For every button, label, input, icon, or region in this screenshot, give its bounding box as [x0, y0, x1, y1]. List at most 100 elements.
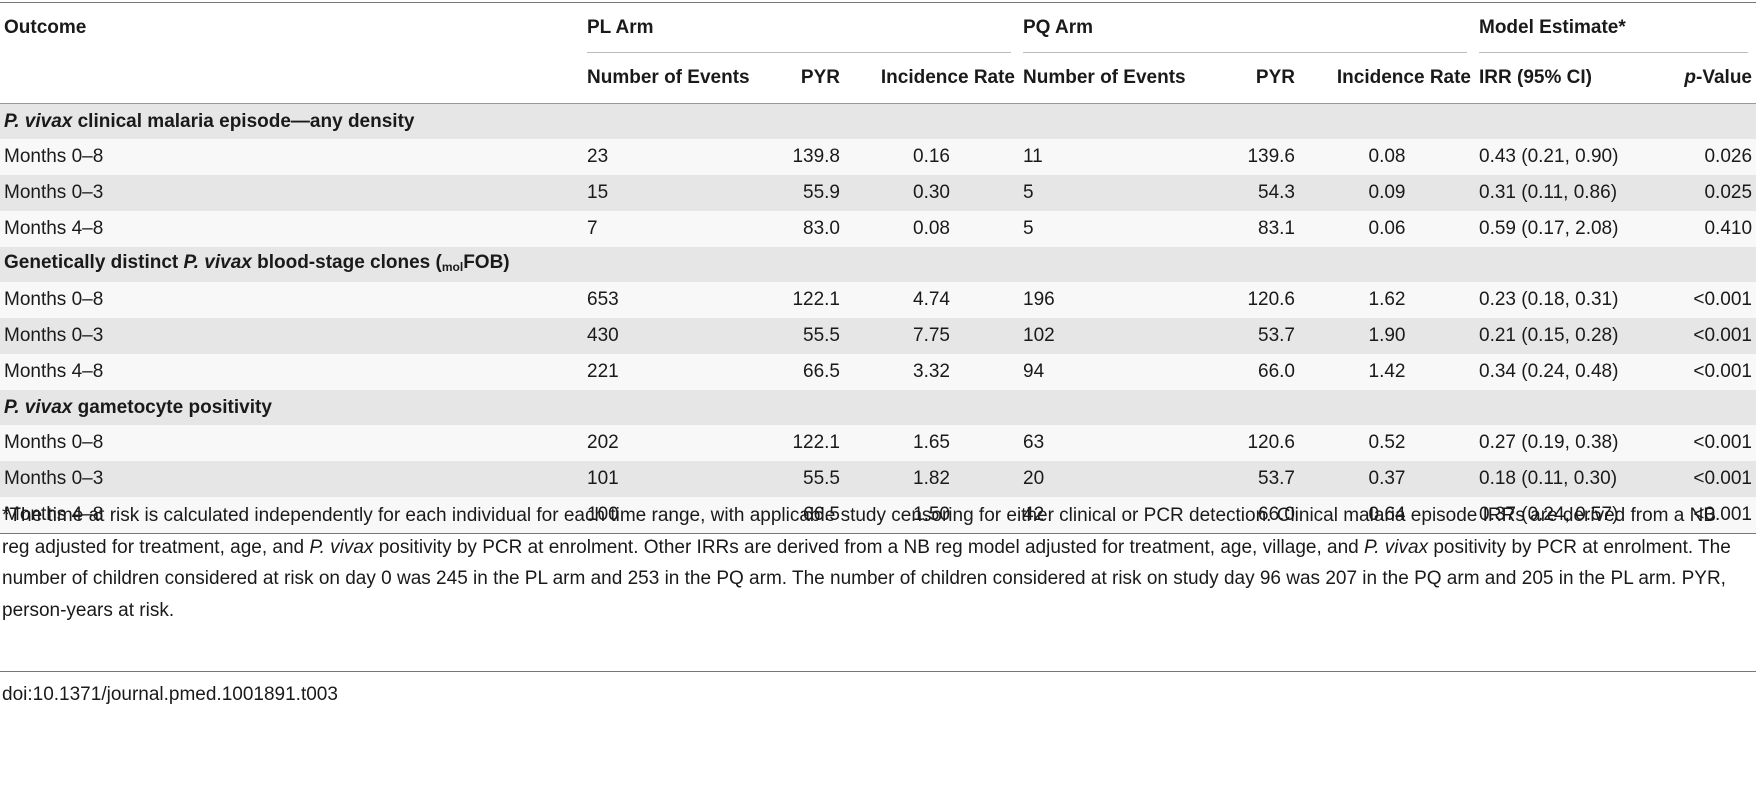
irr: 0.43 (0.21, 0.90) — [1475, 139, 1655, 175]
header-p-value: p-Value — [1655, 53, 1756, 104]
header-pq-events: Number of Events — [1019, 53, 1221, 104]
pq-rate: 1.42 — [1299, 354, 1475, 390]
pl-events: 430 — [583, 318, 786, 354]
p-value: <0.001 — [1655, 318, 1756, 354]
pl-pyr: 122.1 — [786, 282, 844, 318]
row-label: Months 0–8 — [0, 425, 583, 461]
irr: 0.31 (0.11, 0.86) — [1475, 175, 1655, 211]
pl-events: 202 — [583, 425, 786, 461]
table-row: Months 0–3 15 55.9 0.30 5 54.3 0.09 0.31… — [0, 175, 1756, 211]
section-title-row: P. vivax clinical malaria episode—any de… — [0, 103, 1756, 139]
pq-rate: 0.09 — [1299, 175, 1475, 211]
section-title-text: gametocyte positivity — [72, 396, 272, 418]
pl-pyr: 66.5 — [786, 497, 844, 534]
pl-pyr: 122.1 — [786, 425, 844, 461]
p-value: 0.025 — [1655, 175, 1756, 211]
pl-events: 7 — [583, 211, 786, 247]
table-row: Months 0–8 653 122.1 4.74 196 120.6 1.62… — [0, 282, 1756, 318]
pl-events: 221 — [583, 354, 786, 390]
pq-pyr: 53.7 — [1221, 318, 1299, 354]
section-title-text: Genetically distinct — [4, 251, 184, 273]
header-model-estimate: Model Estimate* — [1475, 3, 1756, 54]
footnote-text: positivity by PCR at enrolment. The numb… — [2, 536, 1731, 621]
header-blank — [0, 53, 583, 104]
pl-pyr: 83.0 — [786, 211, 844, 247]
footnote-text: *The time at risk is calculated independ… — [2, 505, 1716, 558]
table-row: Months 0–3 430 55.5 7.75 102 53.7 1.90 0… — [0, 318, 1756, 354]
pq-events: 5 — [1019, 211, 1221, 247]
header-pq-pyr: PYR — [1221, 53, 1299, 104]
pq-pyr: 53.7 — [1221, 461, 1299, 497]
header-pl-pyr: PYR — [786, 53, 844, 104]
pq-pyr: 83.1 — [1221, 211, 1299, 247]
pl-rate: 1.65 — [844, 425, 1019, 461]
pq-rate: 0.52 — [1299, 425, 1475, 461]
section-title-italic: P. vivax — [4, 396, 73, 418]
p-value: 0.410 — [1655, 211, 1756, 247]
pq-rate: 0.37 — [1299, 461, 1475, 497]
irr: 0.27 (0.19, 0.38) — [1475, 425, 1655, 461]
pl-pyr: 55.9 — [786, 175, 844, 211]
pl-events: 23 — [583, 139, 786, 175]
pq-pyr: 66.0 — [1221, 497, 1299, 534]
table-row: Months 0–8 202 122.1 1.65 63 120.6 0.52 … — [0, 425, 1756, 461]
table-row: Months 0–3 101 55.5 1.82 20 53.7 0.37 0.… — [0, 461, 1756, 497]
footnote-italic: P. vivax — [1364, 536, 1429, 558]
section-title-italic: P. vivax — [4, 110, 73, 132]
section-title-text: clinical malaria episode—any density — [72, 110, 415, 132]
table-row: Months 4–8 100 66.5 1.50 42 66.0 0.64 0.… — [0, 497, 1756, 534]
table-footnote: *The time at risk is calculated independ… — [2, 500, 1742, 626]
table-row: Months 0–8 23 139.8 0.16 11 139.6 0.08 0… — [0, 139, 1756, 175]
section-title-subscript: mol — [441, 259, 464, 274]
header-row-2: Number of Events PYR Incidence Rate Numb… — [0, 53, 1756, 104]
header-irr: IRR (95% CI) — [1475, 53, 1655, 104]
pq-events: 196 — [1019, 282, 1221, 318]
pq-pyr: 66.0 — [1221, 354, 1299, 390]
pq-pyr: 120.6 — [1221, 282, 1299, 318]
row-label: Months 4–8 — [0, 211, 583, 247]
pl-events: 653 — [583, 282, 786, 318]
section-title: P. vivax gametocyte positivity — [0, 390, 1756, 425]
pl-rate: 4.74 — [844, 282, 1019, 318]
header-row-1: Outcome PL Arm PQ Arm Model Estimate* — [0, 2, 1756, 54]
results-table: Outcome PL Arm PQ Arm Model Estimate* Nu… — [0, 2, 1756, 534]
row-label: Months 0–8 — [0, 282, 583, 318]
pq-rate: 1.62 — [1299, 282, 1475, 318]
pq-events: 63 — [1019, 425, 1221, 461]
footnote-text: positivity by PCR at enrolment. Other IR… — [373, 536, 1364, 558]
header-pl-rate: Incidence Rate — [844, 53, 1019, 104]
irr: 0.23 (0.18, 0.31) — [1475, 282, 1655, 318]
table-row: Months 4–8 221 66.5 3.32 94 66.0 1.42 0.… — [0, 354, 1756, 390]
pq-events: 102 — [1019, 318, 1221, 354]
pl-rate: 3.32 — [844, 354, 1019, 390]
pl-pyr: 66.5 — [786, 354, 844, 390]
pl-rate: 1.50 — [844, 497, 1019, 534]
section-title-row: Genetically distinct P. vivax blood-stag… — [0, 247, 1756, 282]
irr: 0.21 (0.15, 0.28) — [1475, 318, 1655, 354]
pq-pyr: 54.3 — [1221, 175, 1299, 211]
header-pq-rate: Incidence Rate — [1299, 53, 1475, 104]
pl-rate: 1.82 — [844, 461, 1019, 497]
pl-events: 101 — [583, 461, 786, 497]
pq-events: 5 — [1019, 175, 1221, 211]
section-title: P. vivax clinical malaria episode—any de… — [0, 103, 1756, 139]
row-label: Months 4–8 — [0, 497, 583, 534]
header-pl-arm: PL Arm — [583, 3, 1019, 54]
pq-events: 20 — [1019, 461, 1221, 497]
pq-pyr: 120.6 — [1221, 425, 1299, 461]
row-label: Months 0–3 — [0, 461, 583, 497]
footnote-italic: P. vivax — [309, 536, 374, 558]
pq-pyr: 139.6 — [1221, 139, 1299, 175]
pl-events: 15 — [583, 175, 786, 211]
header-pl-events: Number of Events — [583, 53, 786, 104]
pl-rate: 0.30 — [844, 175, 1019, 211]
table-row: Months 4–8 7 83.0 0.08 5 83.1 0.06 0.59 … — [0, 211, 1756, 247]
p-value: <0.001 — [1655, 354, 1756, 390]
doi-link[interactable]: doi:10.1371/journal.pmed.1001891.t003 — [2, 684, 338, 705]
pq-events: 94 — [1019, 354, 1221, 390]
p-value: <0.001 — [1655, 425, 1756, 461]
p-value: 0.026 — [1655, 139, 1756, 175]
irr: 0.18 (0.11, 0.30) — [1475, 461, 1655, 497]
section-title-row: P. vivax gametocyte positivity — [0, 390, 1756, 425]
